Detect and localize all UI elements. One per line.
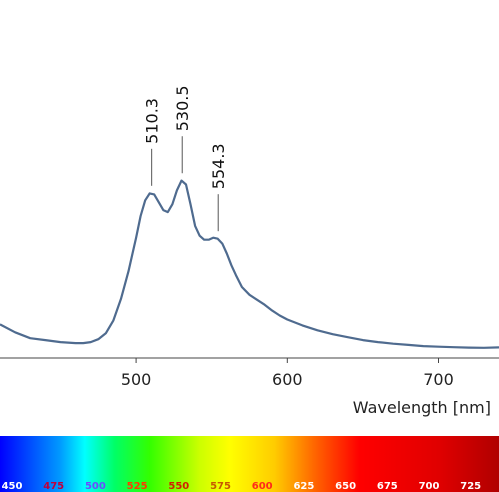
x-tick-label: 700 bbox=[423, 370, 454, 389]
color-band-label: 725 bbox=[460, 481, 481, 492]
color-band-label: 500 bbox=[85, 481, 106, 492]
color-band-label: 575 bbox=[210, 481, 231, 492]
color-band-labels: 450 475 500 525 550 575 600 625 650 675 700 725 bbox=[2, 481, 482, 492]
color-band-label: 650 bbox=[335, 481, 356, 492]
color-band bbox=[0, 436, 499, 492]
x-tick-label: 500 bbox=[121, 370, 152, 389]
x-tick-label: 600 bbox=[272, 370, 303, 389]
color-band-label: 525 bbox=[127, 481, 148, 492]
peak-markers: 510.3 530.5 554.3 bbox=[143, 85, 228, 232]
peak-label: 530.5 bbox=[173, 85, 192, 131]
color-band-label: 600 bbox=[252, 481, 273, 492]
peak-label: 554.3 bbox=[209, 143, 228, 189]
color-band-label: 675 bbox=[377, 481, 398, 492]
x-axis-ticks: 500 600 700 bbox=[121, 358, 454, 389]
color-band-label: 450 bbox=[2, 481, 23, 492]
x-axis-label: Wavelength [nm] bbox=[353, 398, 491, 417]
peak-label: 510.3 bbox=[143, 98, 162, 144]
color-band-label: 550 bbox=[168, 481, 189, 492]
color-band-label: 625 bbox=[293, 481, 314, 492]
spectrum-line bbox=[0, 179, 499, 349]
color-band-label: 700 bbox=[419, 481, 440, 492]
color-band-label: 475 bbox=[43, 481, 64, 492]
